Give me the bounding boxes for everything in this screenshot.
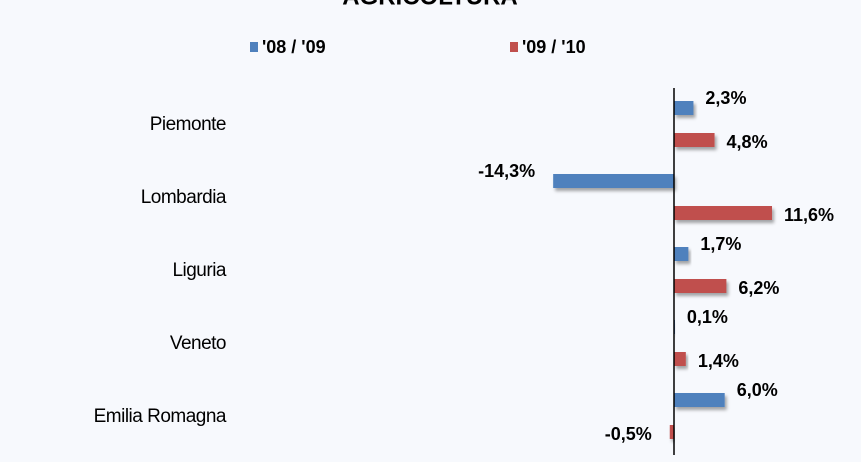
bar — [674, 133, 715, 147]
value-label: 4,8% — [727, 132, 768, 152]
value-label: 6,2% — [738, 278, 779, 298]
value-label: 6,0% — [737, 380, 778, 400]
legend-label: '08 / '09 — [262, 37, 326, 57]
bar — [669, 425, 674, 439]
legend-swatch — [510, 42, 518, 52]
category-label: Lombardia — [141, 187, 227, 208]
chart-title: AGRICOLTURA — [342, 0, 518, 10]
value-label: 1,7% — [700, 234, 741, 254]
legend-swatch — [250, 42, 258, 52]
value-label: 0,1% — [687, 307, 728, 327]
bar — [674, 101, 694, 115]
category-label: Emilia Romagna — [94, 406, 227, 427]
bar — [553, 174, 674, 188]
legend-label: '09 / '10 — [522, 37, 586, 57]
value-label: 11,6% — [784, 205, 834, 225]
category-label: Piemonte — [150, 114, 226, 135]
value-label: 2,3% — [705, 88, 746, 108]
value-label: 1,4% — [698, 351, 739, 371]
bar — [674, 247, 689, 261]
bar — [674, 206, 773, 220]
value-label: -0,5% — [605, 424, 652, 444]
bar — [674, 352, 686, 366]
bar — [674, 393, 725, 407]
category-label: Veneto — [170, 333, 226, 354]
category-label: Liguria — [172, 260, 226, 281]
bar — [674, 279, 727, 293]
value-label: -14,3% — [478, 161, 535, 181]
